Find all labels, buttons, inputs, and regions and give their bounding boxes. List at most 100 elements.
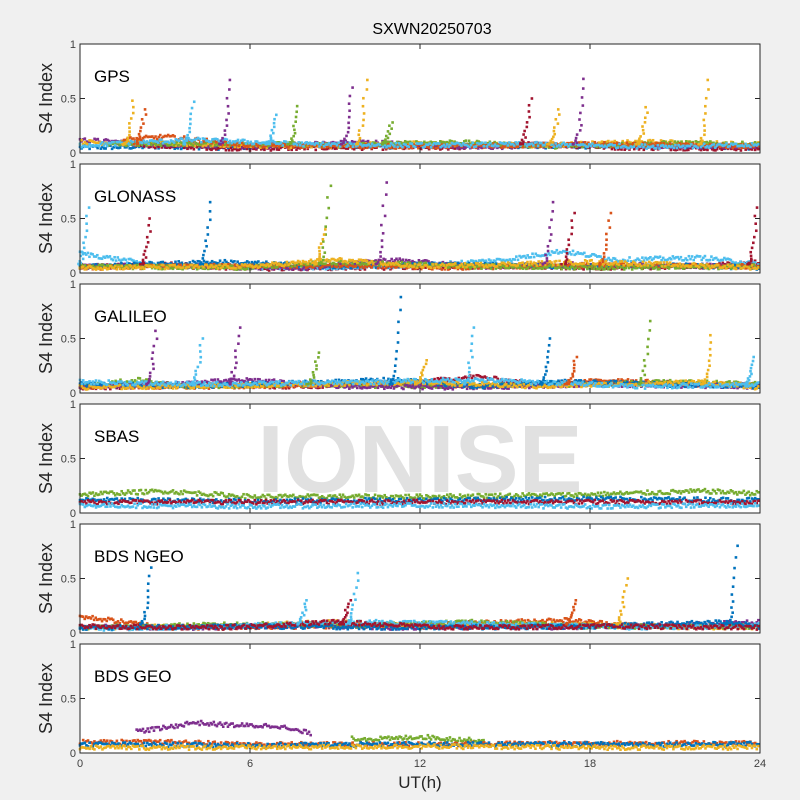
peak-point: [132, 105, 135, 109]
data-point: [255, 146, 258, 150]
data-point: [583, 251, 586, 255]
data-point: [553, 251, 557, 254]
data-point: [674, 143, 677, 147]
data-point: [158, 133, 162, 137]
data-point: [275, 148, 279, 151]
peak-point: [366, 78, 369, 82]
peak-point: [646, 111, 649, 115]
peak-point: [390, 127, 393, 130]
data-point: [115, 146, 119, 149]
data-point: [201, 144, 205, 148]
data-point: [182, 144, 185, 147]
data-point: [512, 144, 516, 147]
peak-point: [221, 136, 224, 140]
data-point: [263, 148, 266, 152]
data-point: [163, 134, 167, 138]
peak-point: [185, 138, 189, 142]
peak-point: [706, 78, 710, 82]
data-point: [713, 142, 717, 146]
data-point: [656, 147, 660, 151]
peak-point: [557, 113, 561, 116]
data-point: [362, 141, 366, 145]
peak-point: [704, 112, 707, 115]
data-point: [223, 143, 227, 147]
data-point: [96, 146, 99, 150]
data-point: [346, 144, 350, 147]
data-point: [210, 148, 213, 152]
data-point: [179, 263, 182, 267]
data-point: [629, 142, 632, 146]
data-point: [173, 147, 177, 151]
data-point: [464, 146, 467, 149]
data-point: [683, 146, 687, 150]
data-point: [242, 146, 245, 150]
data-point: [126, 143, 129, 147]
data-point: [744, 148, 747, 151]
data-point: [679, 255, 683, 259]
data-point: [503, 145, 507, 148]
data-point: [160, 146, 164, 149]
data-point: [301, 143, 305, 147]
data-point: [134, 141, 137, 145]
data-point: [287, 148, 290, 151]
peak-point: [294, 115, 298, 119]
peak-point: [357, 129, 361, 132]
data-point: [436, 146, 439, 150]
data-point: [248, 143, 252, 147]
data-point: [302, 144, 305, 148]
data-point: [146, 135, 149, 139]
data-point: [155, 144, 159, 148]
data-point: [281, 144, 285, 147]
data-point: [113, 144, 117, 147]
peak-point: [572, 142, 575, 146]
data-point: [428, 142, 431, 145]
data-point: [332, 144, 335, 148]
data-point: [365, 146, 369, 150]
data-point: [343, 146, 346, 150]
peak-point: [362, 96, 365, 100]
peak-point: [357, 139, 361, 143]
data-point: [447, 148, 450, 151]
data-point: [140, 138, 143, 142]
data-point: [177, 260, 180, 263]
peak-point: [139, 129, 142, 133]
data-point: [648, 142, 651, 146]
data-point: [352, 140, 356, 144]
data-point: [243, 145, 247, 148]
data-point: [734, 142, 738, 146]
data-point: [698, 255, 702, 258]
data-point: [239, 143, 243, 147]
peak-point: [384, 134, 388, 138]
data-point: [327, 146, 330, 150]
data-point: [261, 146, 265, 149]
data-point: [182, 135, 186, 138]
data-point: [397, 144, 401, 147]
peak-point: [225, 118, 228, 122]
data-point: [229, 146, 233, 150]
data-point: [242, 142, 246, 146]
peak-point: [223, 133, 227, 137]
data-point: [128, 147, 132, 150]
data-point: [664, 140, 667, 144]
data-point: [122, 138, 126, 142]
data-point: [531, 252, 534, 256]
data-point: [609, 145, 613, 149]
data-point: [623, 141, 626, 145]
peak-point: [703, 133, 706, 137]
data-point: [736, 146, 739, 150]
data-point: [351, 145, 355, 148]
data-point: [180, 137, 184, 141]
data-point: [474, 145, 478, 148]
data-point: [603, 141, 606, 144]
data-point: [440, 141, 444, 144]
data-point: [264, 144, 268, 147]
data-point: [729, 140, 733, 144]
data-point: [240, 146, 244, 150]
data-point: [149, 145, 152, 149]
peak-point: [128, 126, 131, 130]
data-point: [632, 145, 636, 149]
data-point: [224, 148, 228, 152]
data-point: [145, 144, 148, 147]
peak-point: [642, 132, 646, 135]
data-point: [85, 140, 88, 143]
